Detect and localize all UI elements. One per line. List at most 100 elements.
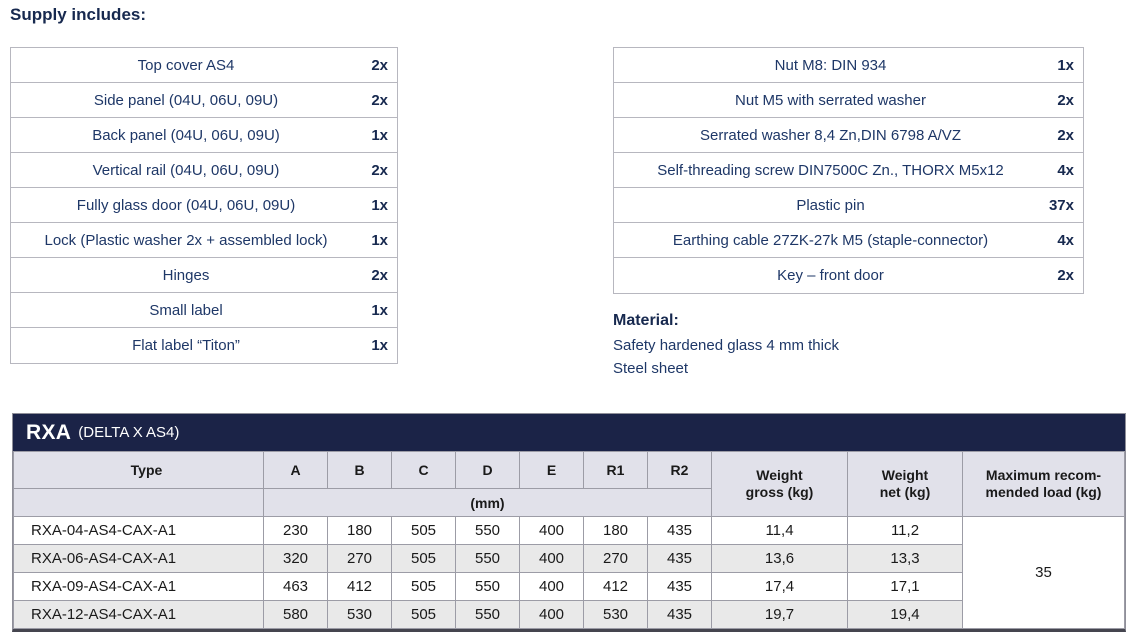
weight-gross-cell: 11,4 xyxy=(711,516,848,545)
supply-item-qty: 2x xyxy=(371,266,388,284)
dim-a-cell: 463 xyxy=(263,572,328,601)
supply-item-qty: 1x xyxy=(371,126,388,144)
rxa-subtitle: (DELTA X AS4) xyxy=(78,424,180,441)
dim-a-cell: 230 xyxy=(263,516,328,545)
dim-r1-cell: 412 xyxy=(583,572,648,601)
supply-row: Flat label “Titon” 1x xyxy=(11,328,397,363)
unit-header-mm: (mm) xyxy=(263,488,712,517)
rxa-title: RXA xyxy=(26,420,72,444)
weight-net-cell: 13,3 xyxy=(847,544,963,573)
material-heading: Material: xyxy=(613,312,679,329)
weight-gross-cell: 19,7 xyxy=(711,600,848,629)
supply-item-label: Flat label “Titon” xyxy=(132,337,240,354)
dim-d-cell: 550 xyxy=(455,544,520,573)
supply-row: Side panel (04U, 06U, 09U) 2x xyxy=(11,83,397,118)
col-header-c: C xyxy=(391,451,456,489)
col-header-weight-net: Weight net (kg) xyxy=(847,451,963,517)
type-cell: RXA-09-AS4-CAX-A1 xyxy=(13,572,264,601)
supply-item-qty: 2x xyxy=(371,56,388,74)
empty-cell xyxy=(13,488,264,517)
supply-item-qty: 2x xyxy=(1057,126,1074,144)
supply-row: Nut M5 with serrated washer 2x xyxy=(614,83,1083,118)
dim-e-cell: 400 xyxy=(519,544,584,573)
supply-row: Vertical rail (04U, 06U, 09U) 2x xyxy=(11,153,397,188)
rxa-spec-table: RXA (DELTA X AS4) Type A B C D E R1 R2 W… xyxy=(12,413,1126,632)
supply-item-qty: 1x xyxy=(371,337,388,354)
supply-item-qty: 2x xyxy=(371,161,388,179)
supply-item-qty: 2x xyxy=(1057,267,1074,284)
col-header-r2: R2 xyxy=(647,451,712,489)
weight-gross-line2: gross (kg) xyxy=(745,484,814,500)
col-header-max-load: Maximum recom- mended load (kg) xyxy=(962,451,1125,517)
rxa-dimensions-table: Type A B C D E R1 R2 Weight gross (kg) W… xyxy=(13,451,1125,629)
table-row: RXA-06-AS4-CAX-A1 320 270 505 550 400 27… xyxy=(13,544,1125,573)
supply-row: Fully glass door (04U, 06U, 09U) 1x xyxy=(11,188,397,223)
dim-e-cell: 400 xyxy=(519,516,584,545)
dim-b-cell: 180 xyxy=(327,516,392,545)
weight-net-line1: Weight xyxy=(881,467,929,483)
rxa-table-title-bar: RXA (DELTA X AS4) xyxy=(13,414,1125,451)
supply-item-qty: 37x xyxy=(1048,196,1074,214)
col-header-d: D xyxy=(455,451,520,489)
table-row: RXA-04-AS4-CAX-A1 230 180 505 550 400 18… xyxy=(13,516,1125,629)
type-cell: RXA-06-AS4-CAX-A1 xyxy=(13,544,264,573)
supply-item-qty: 1x xyxy=(371,301,388,319)
supply-item-qty: 4x xyxy=(1057,161,1074,179)
dim-e-cell: 400 xyxy=(519,572,584,601)
supply-item-label: Key – front door xyxy=(777,267,884,284)
supply-item-label: Nut M5 with serrated washer xyxy=(735,91,926,109)
col-header-r1: R1 xyxy=(583,451,648,489)
supply-item-label: Fully glass door (04U, 06U, 09U) xyxy=(76,196,296,214)
supply-item-label: Hinges xyxy=(162,266,210,284)
supply-item-label: Nut M8: DIN 934 xyxy=(774,56,887,74)
supply-row: Earthing cable 27ZK-27k M5 (staple-conne… xyxy=(614,223,1083,258)
supply-item-qty: 1x xyxy=(371,196,388,214)
supply-item-label: Earthing cable 27ZK-27k M5 (staple-conne… xyxy=(672,231,989,249)
supply-item-label: Vertical rail (04U, 06U, 09U) xyxy=(92,161,280,179)
dim-d-cell: 550 xyxy=(455,572,520,601)
supply-list-left: Top cover AS4 2x Side panel (04U, 06U, 0… xyxy=(10,47,398,364)
weight-gross-line1: Weight xyxy=(756,467,803,483)
weight-net-cell: 11,2 xyxy=(847,516,963,545)
weight-net-line2: net (kg) xyxy=(879,484,931,500)
dim-c-cell: 505 xyxy=(391,516,456,545)
dim-r1-cell: 530 xyxy=(583,600,648,629)
dim-r1-cell: 180 xyxy=(583,516,648,545)
dim-e-cell: 400 xyxy=(519,600,584,629)
col-header-weight-gross: Weight gross (kg) xyxy=(711,451,848,517)
supply-row: Self-threading screw DIN7500C Zn., THORX… xyxy=(614,153,1083,188)
dim-a-cell: 320 xyxy=(263,544,328,573)
supply-item-qty: 1x xyxy=(1057,56,1074,74)
max-load-value-cell: 35 xyxy=(962,516,1125,629)
col-header-type: Type xyxy=(13,451,264,489)
rxa-header-row: Type A B C D E R1 R2 Weight gross (kg) W… xyxy=(13,451,1125,517)
dim-r2-cell: 435 xyxy=(647,544,712,573)
table-row: RXA-12-AS4-CAX-A1 580 530 505 550 400 53… xyxy=(13,600,1125,629)
supply-item-label: Lock (Plastic washer 2x + assembled lock… xyxy=(44,231,328,249)
col-header-a: A xyxy=(263,451,328,489)
dim-b-cell: 412 xyxy=(327,572,392,601)
supply-item-label: Plastic pin xyxy=(796,196,865,214)
col-header-b: B xyxy=(327,451,392,489)
dim-r2-cell: 435 xyxy=(647,572,712,601)
dim-d-cell: 550 xyxy=(455,516,520,545)
type-cell: RXA-04-AS4-CAX-A1 xyxy=(13,516,264,545)
dim-b-cell: 270 xyxy=(327,544,392,573)
material-line: Safety hardened glass 4 mm thick xyxy=(613,337,839,354)
weight-net-cell: 17,1 xyxy=(847,572,963,601)
weight-gross-cell: 13,6 xyxy=(711,544,848,573)
supply-row: Nut M8: DIN 934 1x xyxy=(614,48,1083,83)
material-line: Steel sheet xyxy=(613,360,689,377)
supply-item-label: Serrated washer 8,4 Zn,DIN 6798 A/VZ xyxy=(700,126,961,144)
supply-row: Key – front door 2x xyxy=(614,258,1083,293)
supply-row: Serrated washer 8,4 Zn,DIN 6798 A/VZ 2x xyxy=(614,118,1083,153)
dim-c-cell: 505 xyxy=(391,600,456,629)
supply-item-qty: 4x xyxy=(1057,231,1074,249)
dim-r1-cell: 270 xyxy=(583,544,648,573)
supply-item-qty: 2x xyxy=(371,91,388,109)
col-header-e: E xyxy=(519,451,584,489)
supply-item-qty: 2x xyxy=(1057,91,1074,109)
weight-net-cell: 19,4 xyxy=(847,600,963,629)
supply-row: Back panel (04U, 06U, 09U) 1x xyxy=(11,118,397,153)
